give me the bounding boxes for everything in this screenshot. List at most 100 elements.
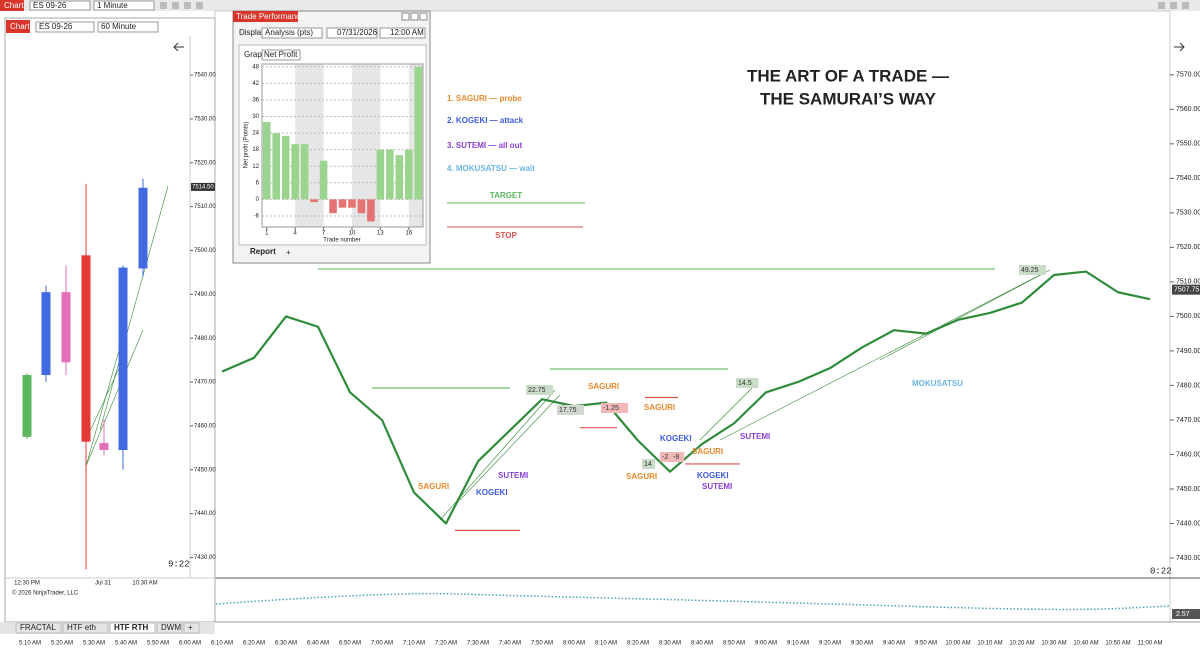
back-icon[interactable]: [173, 42, 184, 52]
y-tick-label: 7500.00: [1176, 313, 1200, 320]
annotation: -8: [673, 454, 679, 461]
annotation-box: [601, 403, 628, 413]
x-tick-label: 10:40 AM: [1073, 641, 1098, 647]
window-controls[interactable]: [401, 12, 428, 21]
arrow-icon[interactable]: [1174, 42, 1185, 52]
x-tick-label: 7: [322, 231, 326, 237]
x-tick-label: 9:10 AM: [787, 641, 809, 647]
shade-band: [351, 64, 381, 227]
y-tick-label: 7450.00: [1176, 486, 1200, 493]
x-tick-label: 10:10 AM: [977, 641, 1002, 647]
date-picker[interactable]: [326, 27, 378, 39]
x-tick-label: 10: [349, 231, 356, 237]
candle-body: [41, 292, 51, 376]
trend-line: [459, 394, 561, 501]
last-price-label: 7514.50: [192, 184, 214, 190]
perf-title: Trade Performance: [236, 12, 305, 21]
date-value: 07/31/2026: [337, 28, 378, 37]
price-line: [221, 270, 1151, 525]
bar: [310, 199, 318, 203]
report-tab[interactable]: Report: [250, 247, 276, 256]
annotation: -2: [662, 454, 668, 461]
time-value: 12:00 AM: [390, 28, 424, 37]
time-picker[interactable]: [379, 27, 426, 39]
x-tick-label: 7:30 AM: [467, 641, 489, 647]
y-tick-label: 18: [252, 147, 259, 153]
y-tick-label: 42: [252, 81, 259, 87]
bar: [272, 133, 280, 200]
perf-title-bar: [233, 11, 298, 22]
y-tick-label: 7490.00: [194, 292, 216, 298]
x-tick-label: 9:20 AM: [819, 641, 841, 647]
y-tick-label: 36: [252, 97, 259, 103]
y-axis-title: Net profit (Points): [244, 122, 250, 169]
x-tick-label: 5:20 AM: [51, 641, 73, 647]
tab[interactable]: [109, 622, 156, 634]
candle-body: [61, 292, 71, 363]
trend-line: [699, 384, 756, 441]
tab[interactable]: [183, 622, 200, 634]
bar: [262, 122, 271, 200]
time-label: Jul 31: [95, 581, 112, 587]
tab[interactable]: [15, 622, 62, 634]
x-tick-label: 8:40 AM: [691, 641, 713, 647]
x-tick-label: 8:20 AM: [627, 641, 649, 647]
annotation: SAGURI: [418, 482, 449, 491]
bar: [414, 66, 423, 200]
y-tick-label: 24: [252, 131, 259, 137]
title-line: THE ART OF A TRADE —: [747, 66, 949, 85]
trend-line: [719, 274, 1041, 441]
annotation-box: [642, 459, 656, 469]
mini-chart-tab[interactable]: [6, 20, 30, 33]
annotation: 14: [644, 461, 652, 468]
legend-entry: 3. SUTEMI — all out: [447, 141, 522, 150]
mini-instrument-select[interactable]: [35, 21, 95, 33]
toolbar-icons: [160, 2, 1189, 9]
x-tick-label: 6:50 AM: [339, 641, 361, 647]
annotation: MOKUSATSU: [912, 379, 963, 388]
bar: [348, 199, 356, 208]
y-tick-label: 7540.00: [1176, 175, 1200, 182]
interval-select[interactable]: [93, 0, 155, 11]
time-axis: 5:10 AM 5:20 AM 5:30 AM 5:40 AM 5:50 AM 6:00 …: [19, 641, 1162, 647]
tab[interactable]: [62, 622, 109, 634]
bar: [357, 199, 366, 214]
legend-entry: 4. MOKUSATSU — wait: [447, 164, 535, 173]
display-select[interactable]: [261, 27, 323, 39]
annotation: SAGURI: [626, 472, 657, 481]
mini-instrument-label: ES 09-26: [39, 22, 73, 31]
toolbar: [0, 0, 1200, 11]
mini-panel: [4, 17, 216, 623]
bar: [405, 149, 413, 200]
x-tick-label: 6:40 AM: [307, 641, 329, 647]
annotation: 17.75: [559, 407, 577, 414]
tab[interactable]: [156, 622, 183, 634]
annotation: SUTEMI: [740, 432, 770, 441]
chart-tab[interactable]: [0, 0, 24, 11]
bar: [386, 149, 394, 200]
annotation: KOGEKI: [476, 488, 508, 497]
x-tick-label: 10:30 AM: [1041, 641, 1066, 647]
y-tick-label: -6: [254, 214, 260, 220]
y-tick-label: 7460.00: [194, 423, 216, 429]
perf-chart: 48 42 36 30 24 18 12 6 0 -6 1 4 7 10 13 16 Trade number N…: [244, 63, 424, 244]
y-tick-label: 7490.00: [1176, 348, 1200, 355]
graph-select[interactable]: [261, 49, 301, 61]
mini-interval-select[interactable]: [97, 21, 159, 33]
bar: [395, 155, 404, 200]
annotation: -1.25: [603, 405, 619, 412]
instrument-select[interactable]: [29, 0, 91, 11]
tab-label: DWM: [161, 623, 181, 632]
candle-body: [138, 187, 148, 269]
add-tab[interactable]: +: [286, 248, 291, 257]
x-tick-label: 7:10 AM: [403, 641, 425, 647]
x-tick-label: 5:40 AM: [115, 641, 137, 647]
mini-interval-label: 60 Minute: [101, 22, 137, 31]
annotation: SAGURI: [692, 447, 723, 456]
annotations: 1. SAGURI — probe 2. KOGEKI — attack 3. SU…: [418, 94, 1046, 497]
bar: [376, 149, 385, 200]
annotation-box: [660, 452, 674, 462]
x-tick-label: 16: [405, 231, 412, 237]
